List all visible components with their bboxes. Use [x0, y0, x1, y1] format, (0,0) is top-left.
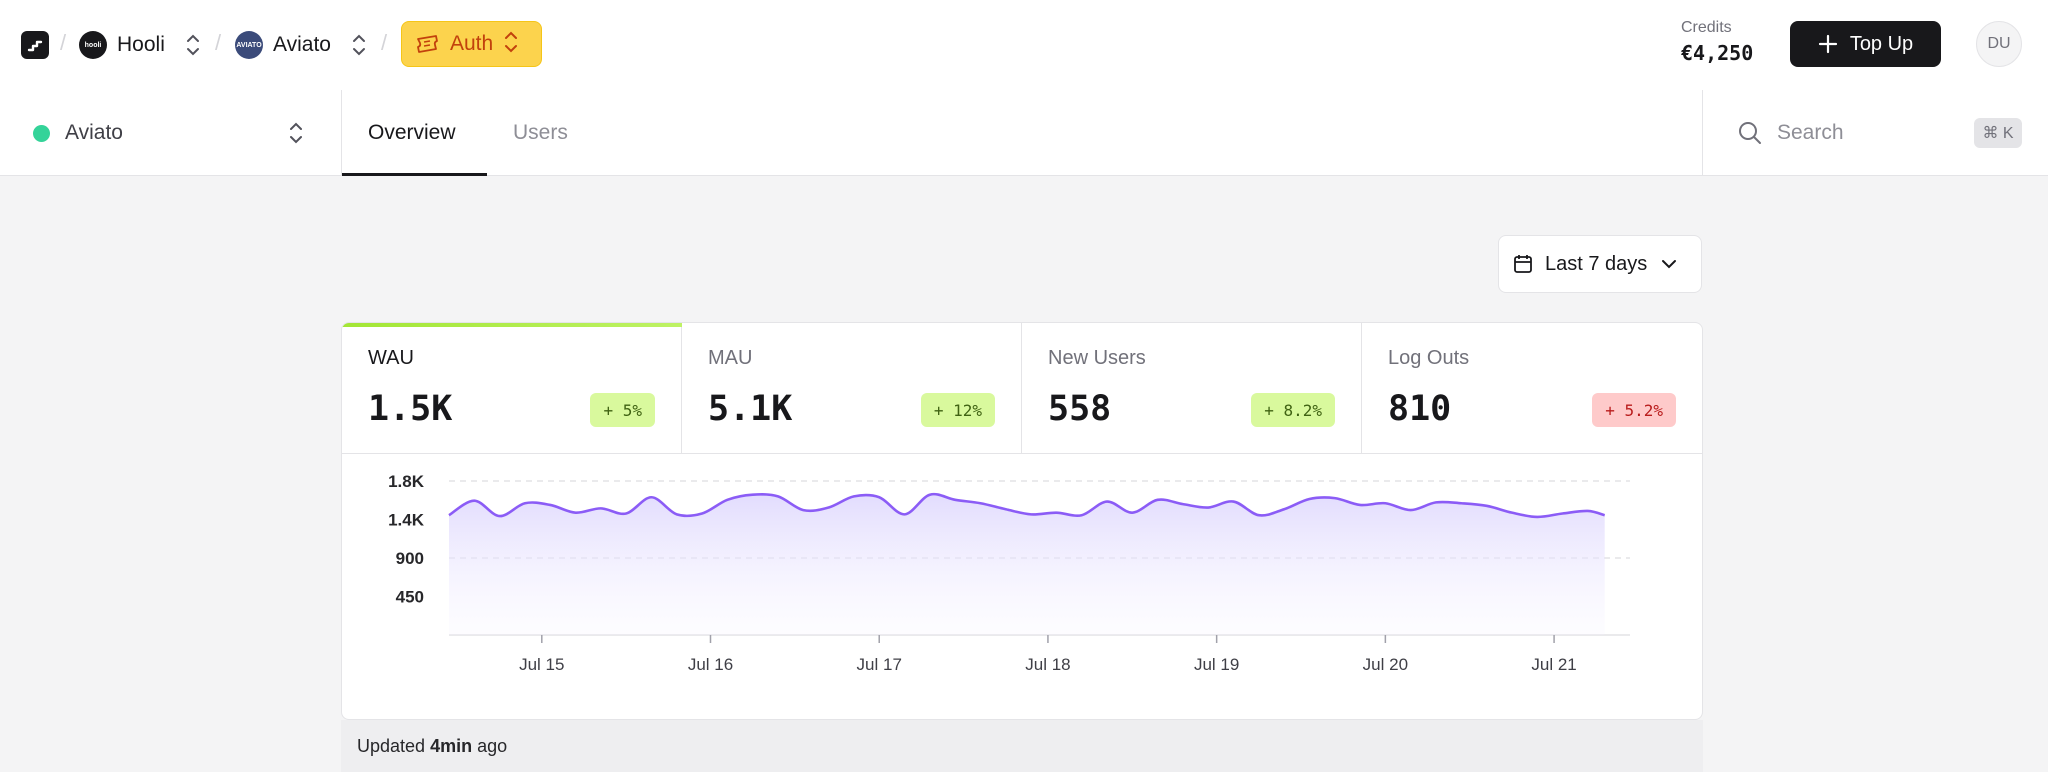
org-name: Hooli: [117, 33, 165, 56]
chevron-updown-icon: [288, 120, 304, 146]
project-logo: AVIATO: [235, 31, 263, 59]
plus-icon: +: [603, 400, 623, 420]
metric-value: 558: [1048, 389, 1112, 429]
sub-navigation: Aviato Overview Users Search ⌘ K: [0, 90, 2048, 176]
search-placeholder: Search: [1777, 121, 1844, 144]
breadcrumb-separator: /: [381, 30, 388, 55]
y-tick-label: 1.8K: [388, 472, 425, 491]
environment-select[interactable]: Aviato: [0, 90, 342, 176]
top-up-button[interactable]: Top Up: [1790, 21, 1941, 67]
metric-value: 1.5K: [368, 389, 453, 429]
tab-users[interactable]: Users: [513, 90, 568, 176]
x-tick-label: Jul 21: [1531, 655, 1576, 674]
search-icon: [1739, 122, 1761, 144]
project-switcher[interactable]: AVIATO Aviato: [235, 27, 367, 63]
updated-suffix: ago: [477, 735, 508, 756]
trend-value: 5.2%: [1624, 400, 1663, 420]
org-logo: hooli: [79, 31, 107, 59]
search-shortcut: ⌘ K: [1974, 118, 2022, 148]
metric-wau[interactable]: WAU 1.5K + 5%: [342, 323, 682, 453]
y-tick-label: 900: [396, 549, 424, 568]
org-switcher[interactable]: hooli Hooli: [79, 27, 201, 63]
y-tick-label: 450: [396, 588, 424, 607]
stairs-icon: [27, 40, 43, 52]
credits-display: Credits €4,250: [1681, 19, 1753, 65]
environment-name: Aviato: [65, 121, 123, 144]
x-tick-label: Jul 15: [519, 655, 564, 674]
wau-series-line: [448, 492, 1606, 519]
metric-label: Log Outs: [1388, 347, 1470, 369]
tab-users-label: Users: [513, 121, 568, 144]
trend-badge: + 8.2%: [1251, 393, 1335, 427]
metric-value: 5.1K: [708, 389, 793, 429]
trend-badge: + 5%: [590, 393, 655, 427]
credits-amount: €4,250: [1681, 41, 1754, 65]
chevron-updown-icon: [503, 29, 519, 60]
credits-label: Credits: [1681, 19, 1732, 36]
metric-label: WAU: [368, 347, 414, 369]
updated-footer: Updated 4min ago: [341, 720, 1703, 772]
metric-value: 810: [1388, 389, 1452, 429]
x-tick-label: Jul 18: [1025, 655, 1070, 674]
metrics-card: WAU 1.5K + 5% MAU 5.1K + 12% New Users 5…: [341, 322, 1703, 720]
plus-icon: +: [1264, 400, 1284, 420]
trend-value: 12%: [953, 400, 982, 420]
user-avatar[interactable]: DU: [1976, 21, 2022, 67]
project-logo-text: AVIATO: [236, 41, 262, 49]
active-tab-indicator: [342, 173, 487, 176]
metric-mau[interactable]: MAU 5.1K + 12%: [682, 323, 1022, 453]
chevron-updown-icon: [351, 32, 367, 58]
plus-icon: [1818, 34, 1837, 54]
x-tick-label: Jul 17: [857, 655, 902, 674]
date-range-select[interactable]: Last 7 days: [1498, 235, 1702, 293]
org-logo-text: hooli: [84, 41, 102, 49]
service-switcher[interactable]: Auth: [401, 21, 542, 67]
metric-tabs: WAU 1.5K + 5% MAU 5.1K + 12% New Users 5…: [342, 323, 1702, 454]
project-name: Aviato: [273, 33, 331, 56]
updated-time: 4min: [430, 735, 473, 756]
updated-prefix: Updated: [357, 735, 426, 756]
y-tick-label: 1.4K: [388, 511, 425, 530]
ticket-icon: [417, 35, 438, 53]
plus-icon: +: [933, 400, 954, 420]
trend-value: 8.2%: [1283, 400, 1322, 420]
calendar-icon: [1514, 255, 1532, 273]
user-initials: DU: [1987, 35, 2011, 52]
x-tick-label: Jul 19: [1194, 655, 1239, 674]
tab-overview-label: Overview: [368, 121, 456, 144]
status-dot: [33, 124, 50, 142]
top-bar: / hooli Hooli / AVIATO Aviato / Auth Cre…: [0, 0, 2048, 90]
top-up-label: Top Up: [1849, 32, 1914, 55]
chevron-down-icon: [1662, 260, 1677, 269]
app-logo[interactable]: [21, 31, 49, 59]
wau-area-chart: 1.8K 1.4K 900 450 Jul 15 Jul 16 Jul 17 Jul 18 Ju…: [388, 472, 1630, 674]
chevron-updown-icon: [185, 32, 201, 58]
metric-log-outs[interactable]: Log Outs 810 + 5.2%: [1362, 323, 1702, 453]
breadcrumb-separator: /: [215, 30, 222, 55]
service-name: Auth: [450, 32, 494, 55]
trend-badge: + 12%: [920, 393, 995, 427]
x-tick-label: Jul 16: [688, 655, 733, 674]
active-metric-indicator: [342, 323, 682, 327]
trend-value: 5%: [622, 400, 642, 420]
tab-overview[interactable]: Overview: [368, 90, 456, 176]
date-range-label: Last 7 days: [1545, 252, 1648, 275]
trend-badge: + 5.2%: [1592, 393, 1676, 427]
metric-label: New Users: [1048, 347, 1146, 369]
metric-label: MAU: [708, 347, 753, 369]
x-tick-label: Jul 20: [1363, 655, 1408, 674]
metric-new-users[interactable]: New Users 558 + 8.2%: [1022, 323, 1362, 453]
search-input[interactable]: Search ⌘ K: [1702, 90, 2048, 176]
wau-area-fill: [449, 494, 1605, 635]
breadcrumb-separator: /: [60, 30, 67, 55]
plus-icon: +: [1605, 400, 1625, 420]
